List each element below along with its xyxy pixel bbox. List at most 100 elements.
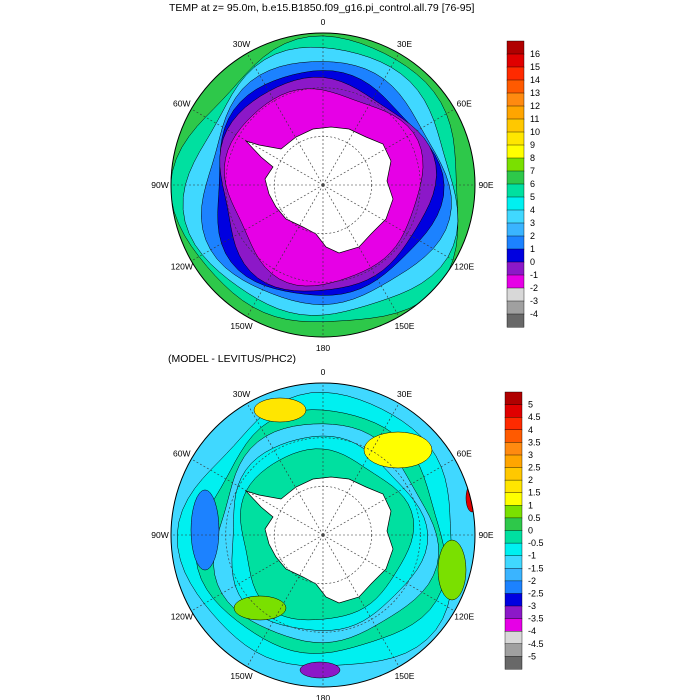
longitude-label-upper_right: 60E	[457, 449, 472, 459]
map-boundary	[170, 32, 476, 338]
colorbar-swatch	[504, 417, 523, 431]
map-title-difference: (MODEL - LEVITUS/PHC2)	[168, 353, 296, 365]
anomaly-patch	[190, 489, 220, 571]
longitude-label-lower_left: 120W	[171, 612, 193, 622]
colorbar-swatch	[504, 391, 523, 406]
colorbar-tick-label: -4.5	[528, 639, 544, 649]
longitude-label-upper_right: 60E	[457, 99, 472, 109]
colorbar-swatch	[506, 261, 525, 276]
longitude-label-bottom: 180	[316, 693, 330, 700]
longitude-label-bottom_left: 150W	[230, 321, 252, 331]
colorbar-swatch	[504, 530, 523, 544]
colorbar-swatch	[506, 287, 525, 302]
colorbar-tick-label: 0	[530, 257, 535, 267]
colorbar-swatch	[506, 235, 525, 250]
anomaly-patch	[363, 431, 433, 469]
colorbar-swatch	[506, 274, 525, 289]
colorbar-swatch	[504, 429, 523, 443]
colorbar-swatch	[504, 454, 523, 469]
colorbar-swatch	[504, 580, 523, 595]
colorbar-tick-label: 12	[530, 101, 540, 111]
polar-map-1: 0 30E 60E 90E 120E 150E 180 150W 120W 90W 60W 30W 5 4…	[151, 367, 543, 700]
colorbar-swatch	[506, 183, 525, 198]
antarctica-landmass	[244, 126, 394, 254]
colorbar-tick-label: -3	[530, 296, 538, 306]
longitude-label-top_left: 30W	[233, 389, 250, 399]
colorbar-swatch	[506, 300, 525, 315]
colorbar-tick-label: -2	[530, 283, 538, 293]
colorbar-swatch	[506, 144, 525, 159]
graticule	[171, 33, 475, 337]
longitude-label-lower_right: 120E	[454, 262, 474, 272]
colorbar-tick-label: 10	[530, 127, 540, 137]
colorbar-tick-label: -2.5	[528, 589, 544, 599]
longitude-label-lower_right: 120E	[454, 612, 474, 622]
colorbar-tick-label: -1	[528, 551, 536, 561]
longitude-label-top: 0	[321, 17, 326, 27]
colorbar-tick-label: 3.5	[528, 437, 541, 447]
colorbar-tick-label: 0	[528, 526, 533, 536]
colorbar-tick-label: 4	[530, 205, 535, 215]
longitude-label-left: 90W	[151, 180, 168, 190]
colorbar-tick-label: 0.5	[528, 513, 541, 523]
longitude-label-bottom_left: 150W	[230, 671, 252, 681]
colorbar-tick-label: -2	[528, 576, 536, 586]
colorbar-swatch	[504, 568, 523, 582]
colorbar-swatch	[506, 313, 525, 328]
colorbar-swatch	[506, 196, 525, 211]
antarctica-landmass	[244, 476, 394, 604]
ocean-field	[171, 33, 475, 337]
colorbar-tick-label: 8	[530, 153, 535, 163]
longitude-label-upper_left: 60W	[173, 449, 190, 459]
colorbar-swatch	[506, 40, 525, 55]
colorbar-tick-label: 3	[528, 450, 533, 460]
colorbar-swatch	[504, 555, 523, 569]
colorbar-tick-label: 5	[528, 400, 533, 410]
colorbar-tick-label: 13	[530, 88, 540, 98]
colorbar-tick-label: 16	[530, 49, 540, 59]
longitude-label-top_right: 30E	[397, 389, 412, 399]
colorbar-tick-label: 14	[530, 75, 540, 85]
colorbar-swatch	[506, 79, 525, 94]
colorbar-tick-label: 4.5	[528, 412, 541, 422]
map-boundary	[170, 382, 476, 688]
colorbar-tick-label: 1.5	[528, 488, 541, 498]
colorbar-swatch	[506, 170, 525, 185]
colorbar-tick-label: 2.5	[528, 463, 541, 473]
colorbar-swatch	[504, 442, 523, 456]
colorbar-tick-label: -5	[528, 651, 536, 661]
colorbar-tick-label: 1	[530, 244, 535, 254]
map-title-temperature: TEMP at z= 95.0m, b.e15.B1850.f09_g16.pi…	[169, 2, 475, 14]
colorbar-tick-label: 1	[528, 500, 533, 510]
anomaly-patch	[253, 397, 307, 423]
longitude-label-left: 90W	[151, 530, 168, 540]
colorbar-swatch	[504, 492, 523, 506]
colorbar-tick-label: -4	[528, 626, 536, 636]
colorbar-swatch	[504, 618, 523, 632]
colorbar-tick-label: 6	[530, 179, 535, 189]
colorbar-tick-label: 3	[530, 218, 535, 228]
anomaly-patch	[233, 595, 287, 621]
colorbar-tick-label: 11	[530, 114, 539, 124]
colorbar-tick-label: -4	[530, 309, 538, 319]
longitude-label-top_right: 30E	[397, 39, 412, 49]
longitude-label-bottom_right: 150E	[395, 321, 415, 331]
colorbar-swatch	[504, 643, 523, 657]
longitude-label-right: 90E	[478, 530, 493, 540]
colorbar-swatch	[504, 517, 523, 532]
longitude-label-top_left: 30W	[233, 39, 250, 49]
colorbar-swatch	[504, 542, 523, 557]
longitude-label-lower_left: 120W	[171, 262, 193, 272]
colorbar-swatch	[506, 209, 525, 224]
longitude-label-right: 90E	[478, 180, 493, 190]
longitude-label-top: 0	[321, 367, 326, 377]
anomaly-patch	[437, 539, 467, 601]
colorbar-swatch	[506, 157, 525, 172]
longitude-label-bottom: 180	[316, 343, 330, 353]
colorbar-tick-label: 15	[530, 62, 540, 72]
longitude-label-upper_left: 60W	[173, 99, 190, 109]
graticule	[171, 383, 475, 687]
colorbar-swatch	[506, 118, 525, 133]
